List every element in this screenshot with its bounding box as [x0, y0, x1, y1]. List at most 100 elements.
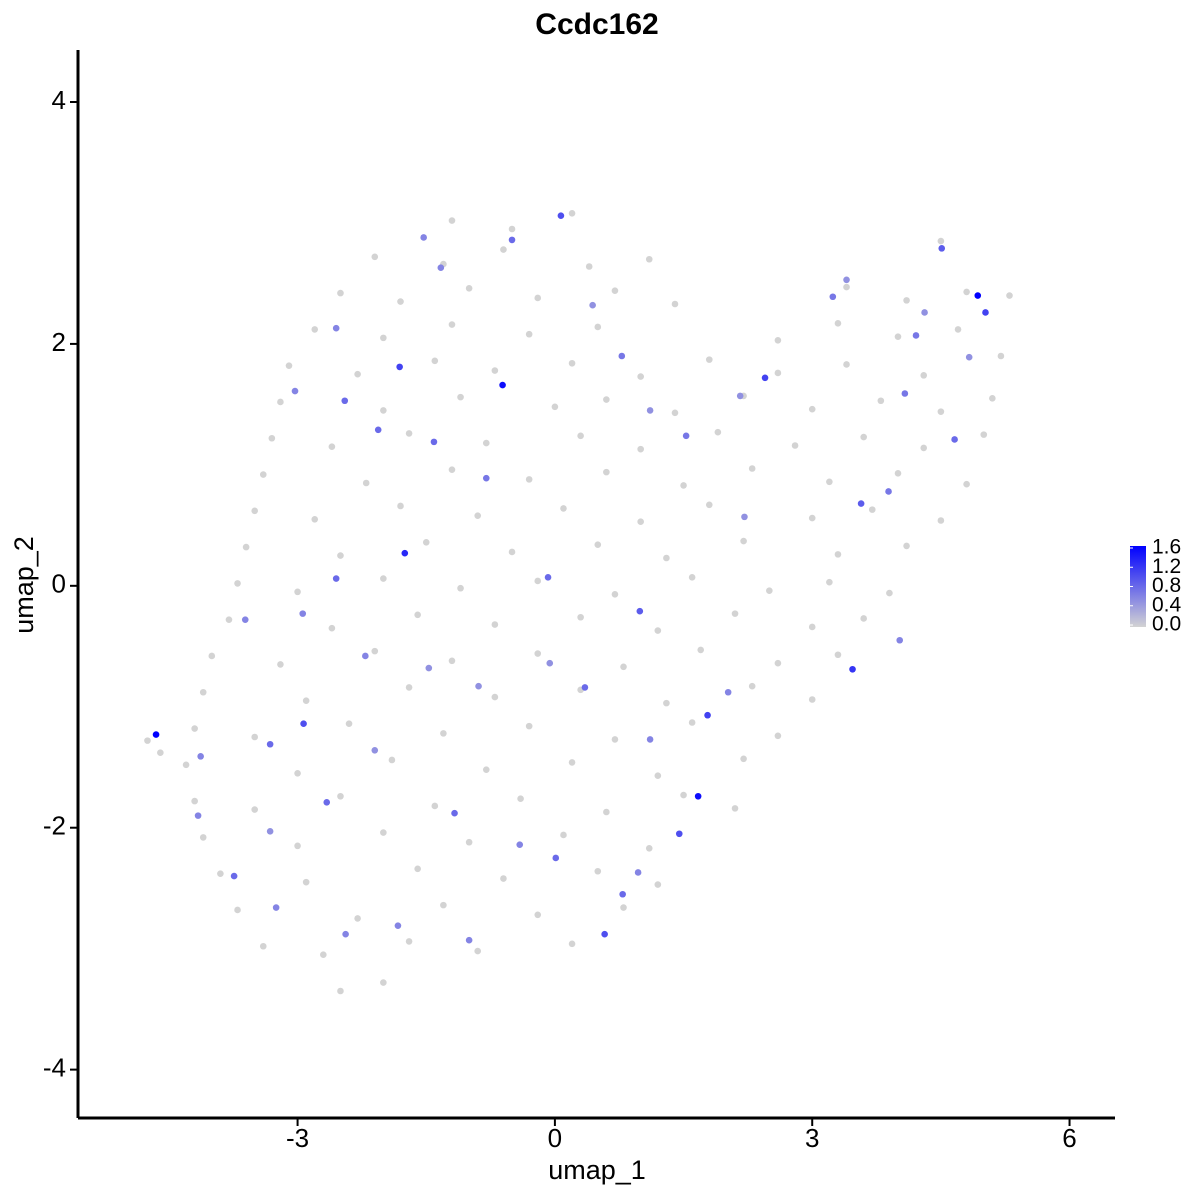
point [516, 841, 524, 848]
point [291, 387, 299, 395]
point [277, 661, 284, 668]
x-tick-label: 6 [1062, 1123, 1076, 1153]
point [500, 246, 507, 253]
point [577, 432, 584, 440]
point [680, 482, 687, 489]
point [791, 442, 799, 449]
point [611, 736, 619, 743]
point [341, 397, 349, 405]
point [1006, 292, 1013, 299]
point [774, 369, 782, 377]
point [332, 324, 340, 332]
point [829, 293, 837, 301]
point [440, 901, 447, 909]
point [448, 217, 456, 224]
point [937, 517, 945, 524]
point [525, 722, 533, 730]
point [362, 652, 369, 660]
point [671, 300, 679, 308]
point [857, 500, 865, 507]
point [860, 615, 867, 622]
point [585, 263, 593, 270]
point [920, 444, 928, 452]
point [826, 578, 833, 586]
point [843, 283, 850, 291]
point [465, 936, 473, 944]
point [380, 575, 387, 582]
point [577, 613, 584, 621]
point [491, 367, 499, 374]
y-tick-label: 0 [52, 569, 66, 599]
point [371, 253, 379, 261]
point [259, 942, 267, 950]
point [482, 474, 490, 482]
point [663, 699, 670, 707]
colorbar-tick-label: 0.8 [1152, 574, 1181, 597]
point [560, 831, 567, 839]
point [234, 580, 241, 587]
point [251, 806, 258, 813]
point [191, 797, 198, 805]
y-tick-label: -2 [43, 811, 66, 841]
colorbar-tick-label: 1.2 [1152, 555, 1181, 578]
point [965, 353, 973, 361]
point [568, 359, 576, 367]
point [152, 731, 160, 738]
point [354, 370, 361, 378]
point [299, 610, 307, 617]
point [843, 276, 850, 284]
point [951, 436, 958, 443]
point [380, 979, 387, 986]
point [826, 478, 833, 486]
point [182, 761, 190, 769]
point [849, 665, 856, 673]
y-tick-label: 4 [52, 85, 66, 115]
point [157, 749, 164, 757]
point [808, 405, 816, 413]
point [921, 309, 928, 316]
point [474, 947, 482, 955]
point [594, 541, 602, 548]
point [525, 476, 533, 483]
point [714, 428, 722, 436]
point [705, 356, 713, 363]
point [405, 938, 413, 945]
point [877, 397, 885, 405]
point [354, 915, 361, 922]
point [397, 502, 404, 510]
point [736, 392, 744, 400]
point [525, 330, 533, 338]
point [645, 844, 653, 852]
point [860, 433, 867, 441]
colorbar-tick-label: 1.6 [1152, 536, 1181, 559]
point [680, 791, 687, 799]
point [989, 395, 996, 402]
x-tick-label: -3 [286, 1123, 309, 1153]
point [259, 471, 267, 478]
point [634, 869, 642, 876]
point [611, 287, 619, 294]
point [843, 361, 850, 368]
point [808, 623, 816, 631]
point [323, 799, 331, 806]
point [517, 795, 524, 802]
point [618, 352, 626, 360]
point [337, 289, 344, 297]
point [766, 587, 773, 594]
point [388, 756, 396, 764]
point [425, 664, 433, 672]
point [774, 732, 782, 740]
point [954, 326, 962, 333]
point [337, 792, 344, 800]
point [405, 684, 413, 691]
point [568, 759, 576, 766]
point [268, 434, 276, 442]
y-tick-label: 2 [52, 327, 66, 357]
point [380, 407, 387, 414]
point [552, 854, 560, 862]
point [448, 321, 456, 328]
point [230, 872, 238, 880]
point [646, 407, 654, 414]
point [508, 225, 516, 233]
